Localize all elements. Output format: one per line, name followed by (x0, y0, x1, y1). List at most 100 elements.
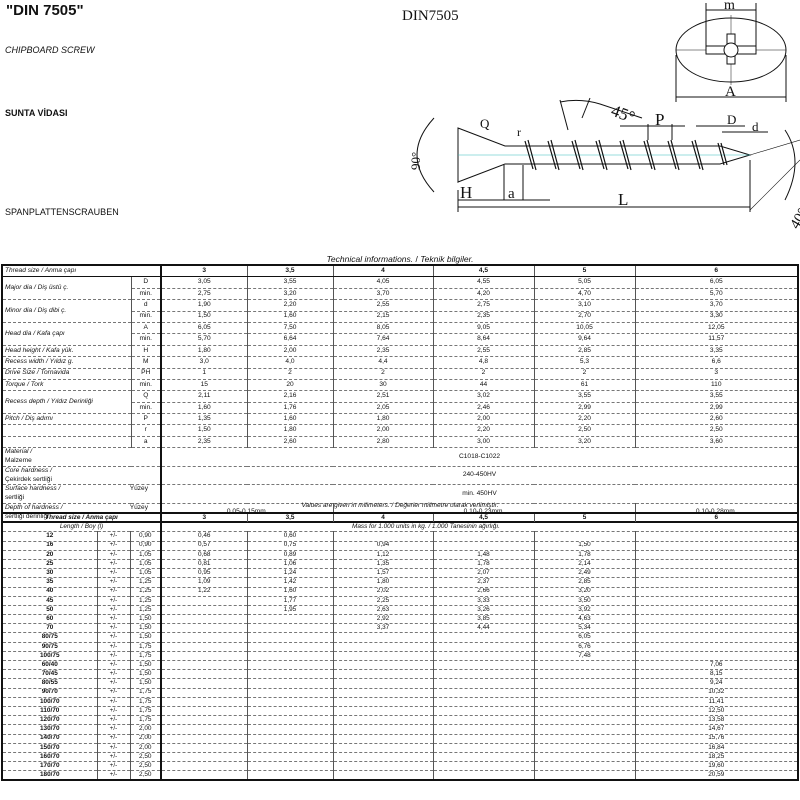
property-label: Core hardness / Çekirdek sertliği (1, 466, 163, 486)
mass-row: 16 +/- 0,90 0,57 0,75 0,94 1,50 (1, 541, 799, 551)
mass-value: 0,60 (246, 531, 334, 542)
mass-value: 9,24 (634, 678, 799, 689)
mass-value (246, 734, 334, 744)
mass-value: 3,33 (432, 596, 535, 606)
spec-row: Head height / Kafa yük. H 1,80 2,00 2,35 2,55… (1, 345, 799, 358)
length-value: 110/70 (1, 706, 98, 717)
spec-symbol: r (130, 424, 163, 437)
subtitle-english: CHIPBOARD SCREW (5, 45, 95, 55)
mass-value: 1,50 (533, 541, 636, 551)
tolerance-value: 1,75 (129, 697, 163, 707)
dim-P-label: P (655, 110, 664, 129)
spec-value: 7,64 (332, 333, 434, 346)
mass-value: 13,58 (634, 715, 799, 726)
spec-label (1, 424, 132, 437)
mass-row: 100/75 +/- 1,75 7,48 (1, 651, 799, 662)
mass-value: 0,95 (160, 568, 248, 579)
mass-value: 3,85 (432, 614, 535, 625)
spec-value: 7,50 (246, 322, 334, 335)
spec-value: 3,02 (432, 390, 535, 403)
mass-value: 2,07 (432, 568, 535, 579)
plus-minus: +/- (96, 770, 131, 781)
mass-value (246, 678, 334, 689)
spec-value: 1,60 (246, 413, 334, 426)
property-value: min. 450HV (160, 484, 799, 504)
spec-row: Pitch / Diş adımı P 1,35 1,60 1,80 2,00 2,20 2,… (1, 413, 799, 426)
mass-value (246, 642, 334, 652)
spec-value: 3,20 (533, 436, 636, 449)
size-header-6: 6 (634, 265, 799, 278)
subtitle-turkish: SUNTA VİDASI (5, 108, 68, 118)
spec-row: min. 1,50 1,60 2,15 2,35 2,70 3,30 (2, 311, 799, 323)
mass-value (432, 531, 535, 542)
spec-value: 3,0 (160, 356, 248, 369)
tolerance-value: 1,75 (129, 715, 163, 726)
mass-value: 1,42 (246, 577, 334, 588)
mass-value: 1,60 (246, 587, 334, 597)
spec-value: 1,60 (246, 311, 334, 323)
spec-value: 15 (160, 379, 248, 392)
mass-value: 19,60 (634, 761, 799, 772)
spec-symbol: H (130, 345, 163, 358)
spec-value: 1,90 (160, 299, 248, 312)
mass-value (432, 632, 535, 643)
spec-value: 3,55 (533, 390, 636, 403)
mass-value (332, 531, 434, 542)
size-header-4,5: 4,5 (432, 265, 535, 278)
mass-value (634, 614, 799, 625)
plus-minus: +/- (96, 752, 131, 763)
mass-value (533, 761, 636, 772)
spec-symbol: min. (130, 379, 163, 392)
length-value: 20 (1, 550, 98, 560)
mass-value (246, 761, 334, 772)
mass-value (332, 743, 434, 753)
spec-value: 5,70 (160, 333, 248, 346)
spec-value: 4,05 (332, 276, 434, 289)
tolerance-value: 1,05 (129, 559, 163, 570)
standard-label: DIN7505 (402, 8, 459, 24)
units-note: Values are given in milimeters. / Değerl… (301, 502, 499, 509)
spec-label: Drive Size / Tornavida (1, 368, 132, 380)
length-value: 80/75 (1, 632, 98, 643)
mass-value: 6,05 (533, 632, 636, 643)
technical-info-caption: Technical informations. / Teknik bilgile… (0, 254, 800, 264)
dim-45-label: 45° (609, 101, 638, 127)
plus-minus: +/- (96, 541, 131, 551)
spec-row: Head dia / Kafa çapı A 6,05 7,50 8,05 9,05 10,… (1, 322, 799, 346)
mass-value: 4,63 (533, 614, 636, 625)
spec-value: 3,05 (160, 276, 248, 289)
dim-r-label: r (517, 125, 521, 139)
spec-value: 2,99 (634, 402, 799, 415)
mass-value (432, 651, 535, 662)
spec-value: 2,60 (634, 413, 799, 426)
spec-value: 2,70 (533, 311, 636, 323)
mass-value: 3,92 (533, 605, 636, 616)
spec-row: a 2,35 2,60 2,80 3,00 3,20 3,60 (1, 436, 799, 449)
spec-value: 2,75 (432, 299, 535, 312)
length-value: 60 (1, 614, 98, 625)
mass-value (160, 724, 248, 735)
tolerance-value: 1,25 (129, 596, 163, 606)
mass-value (332, 678, 434, 689)
spec-value: 2,80 (332, 436, 434, 449)
plus-minus: +/- (96, 706, 131, 717)
mass-value (533, 660, 636, 671)
mass-value (246, 632, 334, 643)
property-label: Material / Malzeme (1, 447, 163, 467)
property-row: Core hardness / Çekirdek sertliği 240-450H… (1, 466, 799, 486)
mass-value (160, 651, 248, 662)
spec-header-row: Thread size / Anma çapı 3 3,5 4 4,5 5 6 (1, 265, 799, 278)
mass-value: 1,22 (160, 587, 248, 597)
mass-value: 7,48 (533, 651, 636, 662)
mass-value (533, 697, 636, 707)
spec-value: 2 (432, 368, 535, 380)
mass-value (332, 715, 434, 726)
mass-row: 50 +/- 1,25 1,95 2,63 3,26 3,92 (1, 605, 799, 616)
mass-value: 8,15 (634, 669, 799, 680)
mass-row: 30 +/- 1,05 0,95 1,24 1,57 2,07 2,49 (1, 568, 799, 579)
spec-value: 4,4 (332, 356, 434, 369)
length-value: 160/70 (1, 752, 98, 763)
spec-value: 3,35 (634, 345, 799, 358)
mass-value (634, 568, 799, 579)
spec-value: 2,35 (160, 436, 248, 449)
